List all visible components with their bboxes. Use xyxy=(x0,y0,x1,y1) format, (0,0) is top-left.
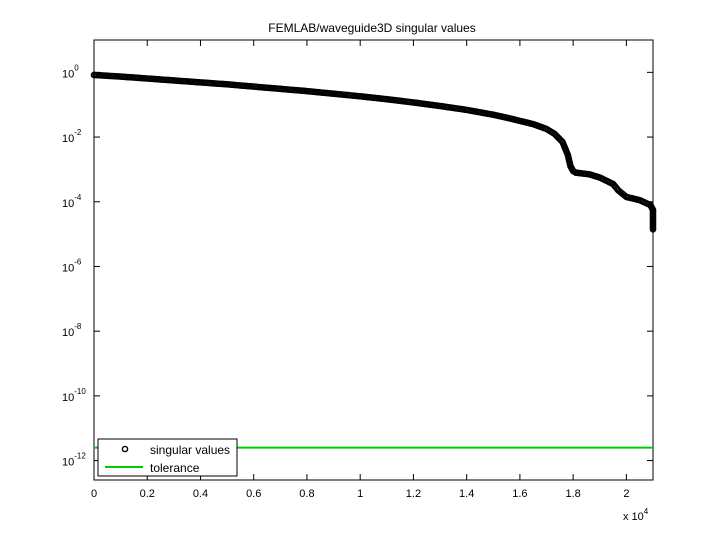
chart-title: FEMLAB/waveguide3D singular values xyxy=(268,21,475,35)
x-tick-label: 1 xyxy=(357,488,363,500)
y-axis-ticks: 100 10-2 10-4 10-6 10-8 10-10 10-12 xyxy=(62,63,653,469)
x-tick-label: 0.6 xyxy=(246,488,261,500)
y-tick-label: 10-8 xyxy=(62,322,82,339)
y-tick-label: 10-2 xyxy=(62,128,82,145)
x-tick-label: 1.4 xyxy=(459,488,474,500)
x-tick-label: 2 xyxy=(623,488,629,500)
x-axis-ticks: 0 0.2 0.4 0.6 0.8 1 1.2 1.4 1.6 1.8 2 xyxy=(91,40,629,500)
y-tick-label: 10-6 xyxy=(62,257,82,274)
x-scale-exponent: 4 xyxy=(644,507,649,516)
legend-box xyxy=(97,438,238,477)
y-tick-label: 100 xyxy=(62,63,79,80)
x-tick-label: 0.4 xyxy=(193,488,208,500)
y-tick-label: 10-10 xyxy=(62,387,86,404)
legend-label-tolerance: tolerance xyxy=(150,461,200,475)
x-tick-label: 0 xyxy=(91,488,97,500)
data-marks xyxy=(90,71,657,449)
x-tick-label: 1.8 xyxy=(565,488,580,500)
x-tick-label: 0.8 xyxy=(299,488,314,500)
legend-label-singular-values: singular values xyxy=(150,443,230,457)
singular-value-point xyxy=(649,225,657,233)
y-tick-label: 10-12 xyxy=(62,452,86,469)
legend-marker-singular-values xyxy=(121,445,129,453)
x-scale-label: x 104 xyxy=(623,507,649,523)
x-scale-text: x 10 xyxy=(623,511,644,523)
x-tick-label: 1.6 xyxy=(512,488,527,500)
plot-area xyxy=(93,39,654,481)
x-tick-label: 1.2 xyxy=(406,488,421,500)
legend: singular values tolerance xyxy=(97,438,238,477)
x-tick-label: 0.2 xyxy=(140,488,155,500)
y-tick-label: 10-4 xyxy=(62,193,82,210)
